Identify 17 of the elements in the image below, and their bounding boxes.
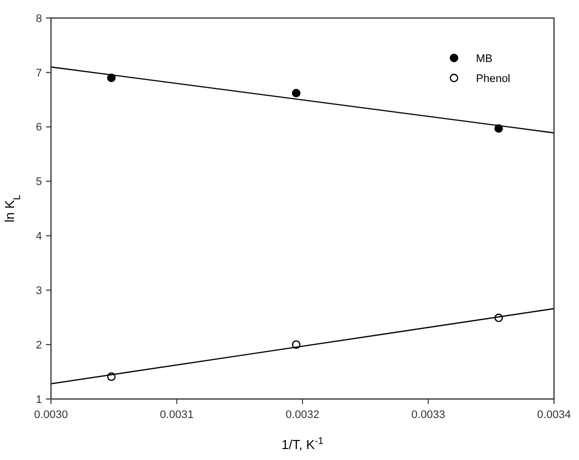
point: [292, 88, 300, 98]
x-tick-label: 0.0030: [34, 409, 68, 421]
legend-label: MB: [476, 52, 492, 65]
y-tick-label: 1: [36, 394, 42, 406]
x-tick-label: 0.0031: [160, 409, 194, 421]
x-tick-label: 0.0033: [411, 409, 446, 421]
y-tick-label: 6: [36, 122, 42, 134]
y-tick-label: 7: [36, 67, 42, 80]
y-tick-label: 3: [36, 284, 42, 297]
y-tick-label: 8: [36, 12, 42, 25]
y-tick-label: 2: [36, 339, 42, 352]
x-tick-label: 0.0032: [286, 409, 320, 421]
y-tick-label: 4: [36, 230, 42, 243]
y-tick-label: 5: [36, 176, 42, 188]
x-axis-title: 1/T, K$^{-1}$: [282, 436, 324, 452]
x-tick-label: 0.0034: [537, 409, 571, 421]
legend-label: Phenol: [476, 72, 510, 85]
